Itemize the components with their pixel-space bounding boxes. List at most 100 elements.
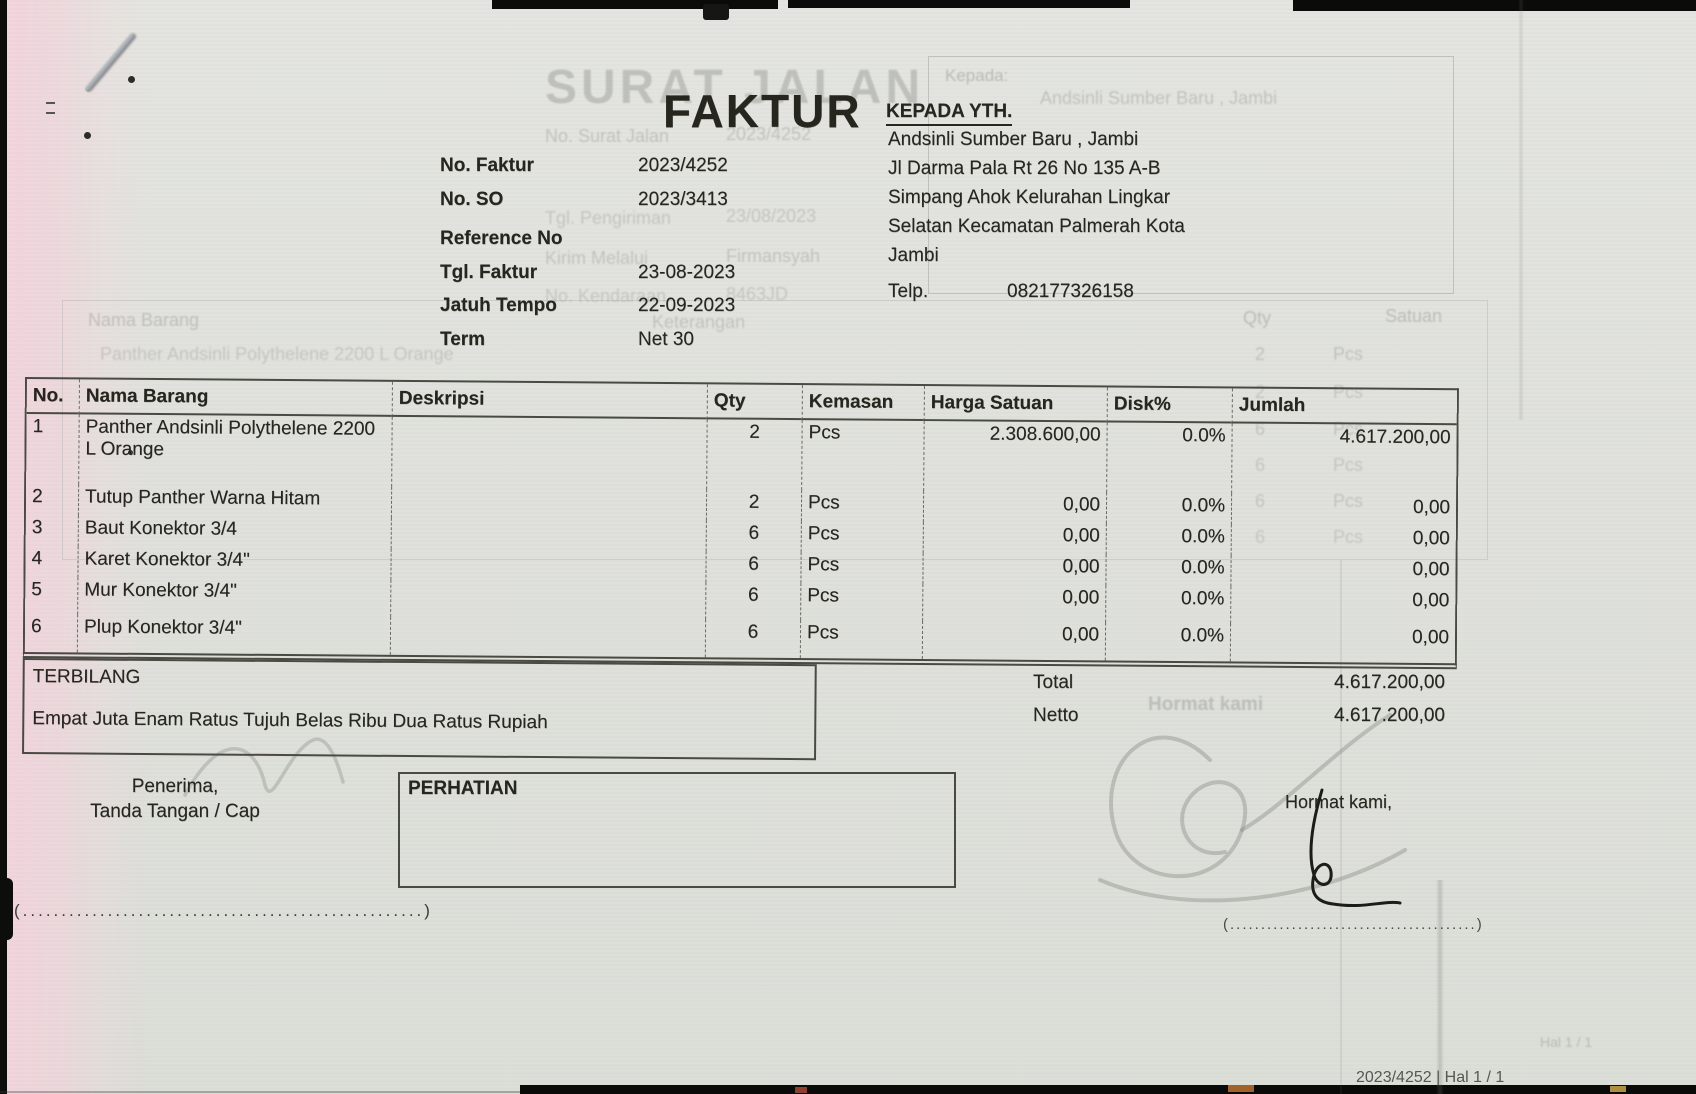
terbilang-text: Empat Juta Enam Ratus Tujuh Belas Ribu D… bbox=[32, 708, 548, 734]
recipient-line-3: Simpang Ahok Kelurahan Lingkar bbox=[888, 187, 1171, 208]
pen-mark-dash-1 bbox=[46, 102, 55, 104]
cell-deskripsi bbox=[391, 416, 707, 490]
scan-speck-orange bbox=[1228, 1085, 1254, 1092]
header-no: No. bbox=[26, 379, 79, 415]
cell-disk: 0.0% bbox=[1105, 492, 1232, 525]
ghost-meta-value-2: Firmansyah bbox=[726, 246, 821, 266]
pen-mark-dash-2 bbox=[46, 112, 55, 114]
cell-disk: 0.0% bbox=[1106, 422, 1232, 494]
cell-no: 1 bbox=[32, 416, 44, 438]
cell-kemasan: Pcs bbox=[801, 420, 924, 492]
ghost-kepada-box bbox=[928, 56, 1454, 294]
meta-label-no-so: No. SO bbox=[440, 189, 504, 210]
ghost-meta-label-1: Tgl. Pengiriman bbox=[545, 208, 672, 228]
ghost-qty-2: 6 bbox=[1255, 419, 1266, 439]
ghost-hormat-kami: Hormat kami bbox=[1148, 694, 1264, 715]
staple-end-top bbox=[128, 76, 135, 83]
recipient-line-1: Andsinli Sumber Baru , Jambi bbox=[888, 129, 1139, 150]
scan-edge-bottom bbox=[520, 1085, 1696, 1094]
meta-label-term: Term bbox=[440, 329, 486, 350]
ghost-kepada-label: Kepada: bbox=[945, 66, 1009, 85]
cell-kemasan: Pcs bbox=[800, 552, 923, 585]
ghost-col-qty: Qty bbox=[1243, 308, 1272, 328]
recipient-heading: KEPADA YTH. bbox=[886, 101, 1013, 126]
header-disk: Disk% bbox=[1106, 387, 1232, 424]
total-value: 4.617.200,00 bbox=[1334, 672, 1445, 693]
cell-deskripsi bbox=[390, 517, 706, 552]
penerima-block: Penerima, Tanda Tangan / Cap bbox=[55, 774, 295, 824]
cell-nama: Panther Andsinli Polythelene 2200 L Oran… bbox=[78, 414, 392, 487]
ghost-signature-right bbox=[1098, 713, 1407, 903]
meta-value-term: Net 30 bbox=[638, 329, 694, 350]
total-label: Total bbox=[1033, 672, 1074, 693]
stray-ink-speck bbox=[128, 450, 133, 455]
ghost-signature-left bbox=[183, 737, 345, 797]
cell-qty: 6 bbox=[705, 551, 801, 584]
cell-nama: Karet Konektor 3/4" bbox=[77, 546, 391, 580]
ghost-item-line: Panther Andsinli Polythelene 2200 L Oran… bbox=[100, 344, 454, 364]
ghost-meta-value-0: 2023/4252 bbox=[726, 124, 812, 144]
ghost-meta-label-2: Kirim Melalui bbox=[545, 248, 649, 268]
scan-speck-red bbox=[795, 1087, 807, 1093]
header-harga-satuan: Harga Satuan bbox=[923, 386, 1107, 423]
scan-edge-top-2 bbox=[788, 0, 1130, 8]
cell-kemasan: Pcs bbox=[800, 490, 924, 523]
ghost-satuan-5: Pcs bbox=[1333, 527, 1364, 547]
invoice-title: FAKTUR bbox=[663, 85, 862, 137]
ghost-satuan-3: Pcs bbox=[1333, 455, 1364, 475]
cell-nama: Mur Konektor 3/4" bbox=[77, 577, 391, 617]
scan-edge-bottom-line bbox=[0, 1091, 520, 1093]
cell-disk: 0.0% bbox=[1104, 622, 1231, 662]
pen-signature bbox=[1309, 788, 1402, 908]
ghost-meta-label-3: No. Kendaraan bbox=[545, 286, 667, 306]
cell-no: 2 bbox=[31, 486, 43, 508]
ghost-qty-0: 2 bbox=[1255, 344, 1266, 364]
recipient-phone-value: 082177326158 bbox=[1007, 281, 1134, 302]
meta-label-no-faktur: No. Faktur bbox=[440, 155, 534, 176]
recipient-line-4: Selatan Kecamatan Palmerah Kota bbox=[888, 216, 1185, 237]
scan-speck-yellow bbox=[1610, 1086, 1626, 1092]
perhatian-label: PERHATIAN bbox=[408, 778, 518, 799]
meta-label-reference-no: Reference No bbox=[440, 228, 563, 249]
cell-kemasan: Pcs bbox=[800, 521, 923, 554]
cell-harga: 0,00 bbox=[922, 584, 1106, 623]
cell-deskripsi bbox=[390, 548, 706, 583]
page-footer: 2023/4252 | Hal 1 / 1 bbox=[1356, 1069, 1505, 1086]
cell-jumlah: 0,00 bbox=[1230, 493, 1457, 527]
cell-jumlah: 0,00 bbox=[1229, 623, 1456, 664]
cell-qty: 2 bbox=[705, 489, 802, 522]
table-skew-wrap: No. Nama Barang Deskripsi Qty Kemasan Ha… bbox=[22, 377, 1459, 761]
meta-value-tgl-faktur: 23-08-2023 bbox=[638, 262, 736, 283]
netto-value: 4.617.200,00 bbox=[1334, 705, 1445, 726]
ghost-table-outline bbox=[62, 300, 1488, 560]
cell-disk: 0.0% bbox=[1105, 554, 1231, 587]
items-table: No. Nama Barang Deskripsi Qty Kemasan Ha… bbox=[22, 377, 1459, 670]
scan-edge-top-nub bbox=[703, 4, 729, 20]
ghost-satuan-2: Pcs bbox=[1333, 419, 1364, 439]
cell-no: 3 bbox=[31, 517, 43, 539]
ghost-satuan-0: Pcs bbox=[1333, 344, 1364, 364]
paper-fold-line-3 bbox=[1518, 0, 1524, 420]
netto-label: Netto bbox=[1033, 705, 1079, 726]
recipient-line-2: Jl Darma Pala Rt 26 No 135 A-B bbox=[888, 158, 1161, 179]
terbilang-box: TERBILANG Empat Juta Enam Ratus Tujuh Be… bbox=[22, 657, 817, 761]
cell-jumlah: 0,00 bbox=[1230, 555, 1456, 589]
terbilang-label: TERBILANG bbox=[32, 666, 141, 688]
ghost-col-satuan: Satuan bbox=[1385, 306, 1443, 326]
cell-disk: 0.0% bbox=[1105, 585, 1231, 624]
cell-nama: Baut Konektor 3/4 bbox=[77, 515, 391, 549]
cell-qty: 6 bbox=[704, 619, 801, 659]
pink-paper-edge bbox=[0, 0, 160, 1094]
ghost-qty-1: 2 bbox=[1255, 382, 1266, 402]
scan-edge-top-1 bbox=[492, 0, 778, 9]
ghost-qty-4: 6 bbox=[1255, 491, 1266, 511]
paper-fold-line-2 bbox=[1436, 880, 1444, 1094]
ghost-meta-value-1: 23/08/2023 bbox=[726, 206, 817, 226]
scan-edge-left-blob bbox=[0, 878, 13, 940]
meta-value-no-so: 2023/3413 bbox=[638, 189, 728, 210]
meta-label-tgl-faktur: Tgl. Faktur bbox=[440, 262, 538, 283]
staple-end-bottom bbox=[84, 132, 91, 139]
header-kemasan: Kemasan bbox=[801, 385, 924, 422]
penerima-line-1: Penerima, bbox=[131, 776, 219, 797]
cell-deskripsi bbox=[389, 616, 706, 658]
